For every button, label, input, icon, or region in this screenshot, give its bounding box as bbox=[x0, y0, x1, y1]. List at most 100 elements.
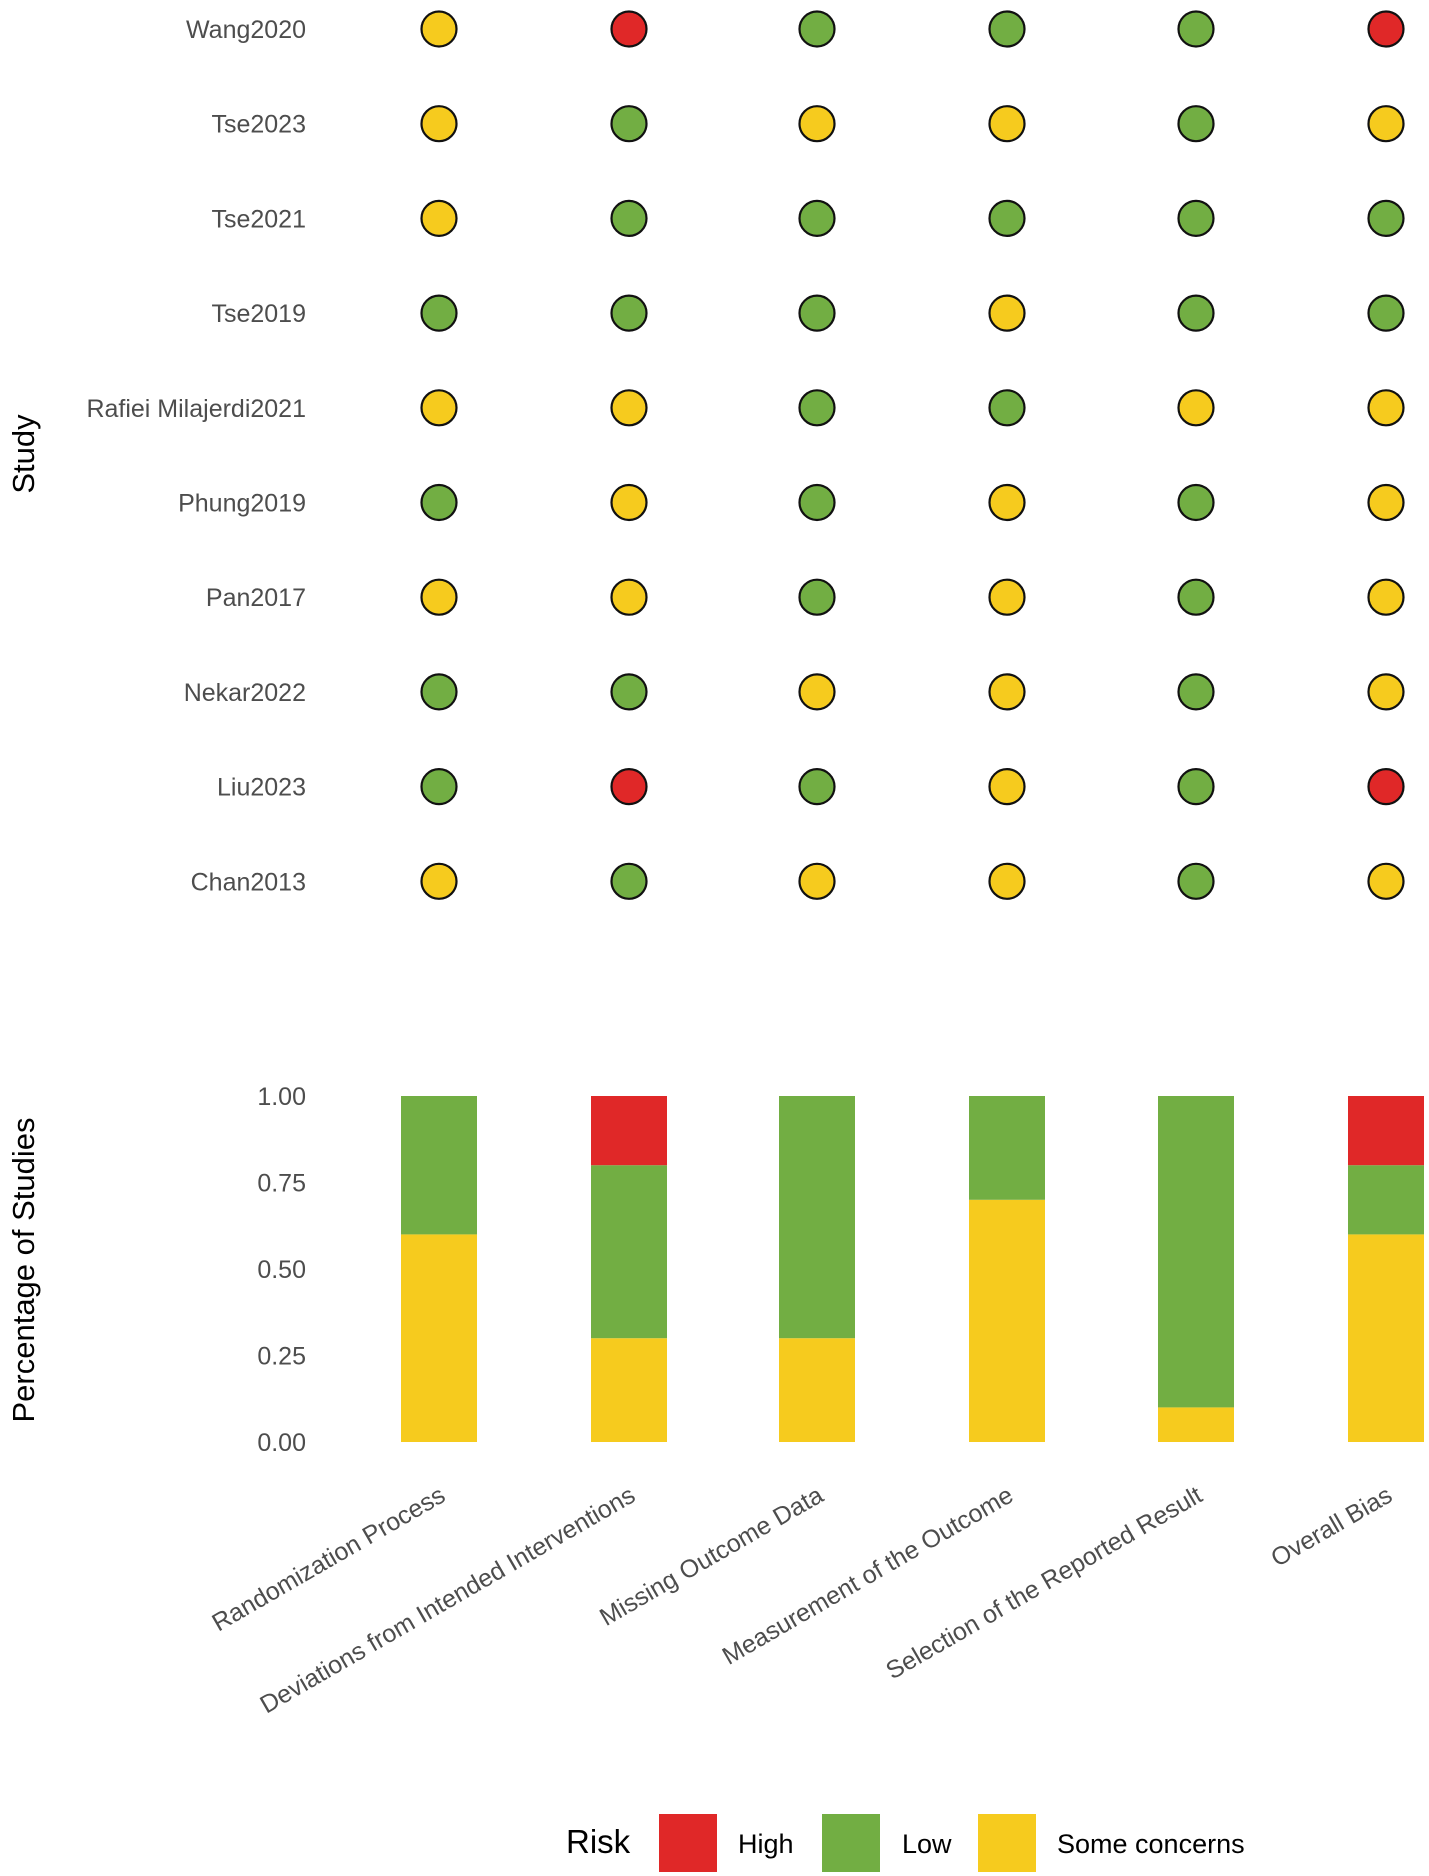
percentage-axis-title: Percentage of Studies bbox=[6, 1117, 41, 1422]
study-axis-title: Study bbox=[6, 414, 41, 494]
study-label: Chan2013 bbox=[191, 868, 306, 896]
risk-dot-some-concerns bbox=[798, 105, 836, 143]
risk-dot-some-concerns bbox=[1367, 673, 1405, 711]
risk-dot-some-concerns bbox=[420, 862, 458, 900]
risk-dot-some-concerns bbox=[798, 673, 836, 711]
risk-dot-some-concerns bbox=[1367, 105, 1405, 143]
bar-segment-low bbox=[401, 1096, 477, 1235]
study-label: Rafiei Milajerdi2021 bbox=[86, 395, 306, 423]
risk-dot-some-concerns bbox=[1367, 862, 1405, 900]
legend-label: Some concerns bbox=[1057, 1829, 1245, 1859]
risk-dot-low bbox=[1177, 673, 1215, 711]
risk-dot-some-concerns bbox=[798, 862, 836, 900]
risk-dot-low bbox=[1177, 862, 1215, 900]
bar-segment-some-concerns bbox=[401, 1234, 477, 1442]
risk-dot-some-concerns bbox=[1367, 389, 1405, 427]
bar-segment-low bbox=[1348, 1165, 1424, 1235]
risk-dot-some-concerns bbox=[988, 578, 1026, 616]
risk-dot-some-concerns bbox=[420, 199, 458, 237]
risk-dot-some-concerns bbox=[420, 105, 458, 143]
x-tick-label: Measurement of the Outcome bbox=[718, 1481, 1018, 1671]
risk-dot-low bbox=[1177, 578, 1215, 616]
risk-dot-some-concerns bbox=[988, 862, 1026, 900]
study-label: Tse2019 bbox=[211, 300, 306, 328]
risk-dot-low bbox=[798, 294, 836, 332]
risk-dot-low bbox=[988, 389, 1026, 427]
y-tick-label: 1.00 bbox=[257, 1083, 306, 1111]
risk-dot-low bbox=[988, 199, 1026, 237]
legend-swatch-low bbox=[822, 1814, 880, 1872]
study-label: Tse2023 bbox=[211, 111, 306, 139]
legend-label: High bbox=[738, 1829, 794, 1859]
risk-dot-low bbox=[610, 294, 648, 332]
bar-segment-some-concerns bbox=[1158, 1407, 1234, 1442]
risk-dot-low bbox=[420, 673, 458, 711]
study-label: Pan2017 bbox=[206, 584, 306, 612]
risk-dot-low bbox=[1367, 294, 1405, 332]
risk-dot-low bbox=[610, 105, 648, 143]
risk-dot-low bbox=[1177, 483, 1215, 522]
risk-dot-high bbox=[1367, 767, 1405, 806]
legend-label: Low bbox=[902, 1829, 952, 1859]
risk-dot-some-concerns bbox=[988, 483, 1026, 522]
risk-dot-low bbox=[420, 294, 458, 332]
risk-dot-low bbox=[610, 673, 648, 711]
risk-dot-low bbox=[1177, 199, 1215, 237]
study-label: Wang2020 bbox=[186, 16, 306, 44]
risk-dot-low bbox=[420, 767, 458, 806]
study-label: Liu2023 bbox=[217, 774, 306, 802]
risk-dot-some-concerns bbox=[420, 389, 458, 427]
risk-dot-low bbox=[798, 389, 836, 427]
risk-dot-low bbox=[798, 10, 836, 48]
risk-dot-low bbox=[420, 483, 458, 522]
y-tick-label: 0.50 bbox=[257, 1256, 306, 1284]
bar-segment-low bbox=[1158, 1096, 1234, 1408]
bar-segment-some-concerns bbox=[779, 1338, 855, 1442]
risk-dot-low bbox=[798, 483, 836, 522]
risk-dot-low bbox=[1177, 294, 1215, 332]
risk-dot-some-concerns bbox=[1367, 483, 1405, 522]
risk-dot-high bbox=[1367, 10, 1405, 48]
risk-dot-high bbox=[610, 10, 648, 48]
risk-dot-some-concerns bbox=[420, 10, 458, 48]
risk-dot-low bbox=[1177, 767, 1215, 806]
bar-segment-low bbox=[779, 1096, 855, 1339]
risk-dot-low bbox=[1177, 10, 1215, 48]
risk-dot-low bbox=[610, 862, 648, 900]
risk-dot-some-concerns bbox=[1177, 389, 1215, 427]
study-label: Phung2019 bbox=[178, 490, 306, 518]
risk-dot-high bbox=[610, 767, 648, 806]
bar-segment-some-concerns bbox=[969, 1199, 1045, 1442]
risk-dot-some-concerns bbox=[988, 105, 1026, 143]
traffic-light-plot: Wang2020 Tse2023 Tse2021 Tse2019 Rafiei Mila… bbox=[86, 10, 1405, 900]
bar-segment-high bbox=[591, 1096, 667, 1166]
risk-dot-some-concerns bbox=[610, 483, 648, 522]
bar-segment-high bbox=[1348, 1096, 1424, 1166]
x-tick-label: Deviations from Intended Interventions bbox=[255, 1481, 640, 1719]
risk-dot-low bbox=[988, 10, 1026, 48]
risk-dot-some-concerns bbox=[610, 389, 648, 427]
x-tick-label: Selection of the Reported Result bbox=[881, 1481, 1207, 1685]
risk-dot-low bbox=[1177, 105, 1215, 143]
bar-segment-low bbox=[591, 1165, 667, 1339]
risk-dot-some-concerns bbox=[988, 767, 1026, 806]
risk-dot-some-concerns bbox=[1367, 578, 1405, 616]
legend-swatch-some-concerns bbox=[978, 1814, 1036, 1872]
bar-segment-some-concerns bbox=[1348, 1234, 1424, 1442]
legend-title: Risk bbox=[566, 1823, 631, 1860]
bar-segment-some-concerns bbox=[591, 1338, 667, 1442]
y-tick-label: 0.00 bbox=[257, 1429, 306, 1457]
risk-dot-some-concerns bbox=[988, 294, 1026, 332]
legend-swatch-high bbox=[659, 1814, 717, 1872]
study-label: Nekar2022 bbox=[184, 679, 306, 707]
risk-dot-low bbox=[610, 199, 648, 237]
bar-segment-low bbox=[969, 1096, 1045, 1200]
risk-dot-low bbox=[798, 767, 836, 806]
risk-dot-some-concerns bbox=[988, 673, 1026, 711]
risk-dot-low bbox=[798, 578, 836, 616]
study-label: Tse2021 bbox=[211, 205, 306, 233]
y-tick-label: 0.25 bbox=[257, 1343, 306, 1371]
y-tick-label: 0.75 bbox=[257, 1170, 306, 1198]
